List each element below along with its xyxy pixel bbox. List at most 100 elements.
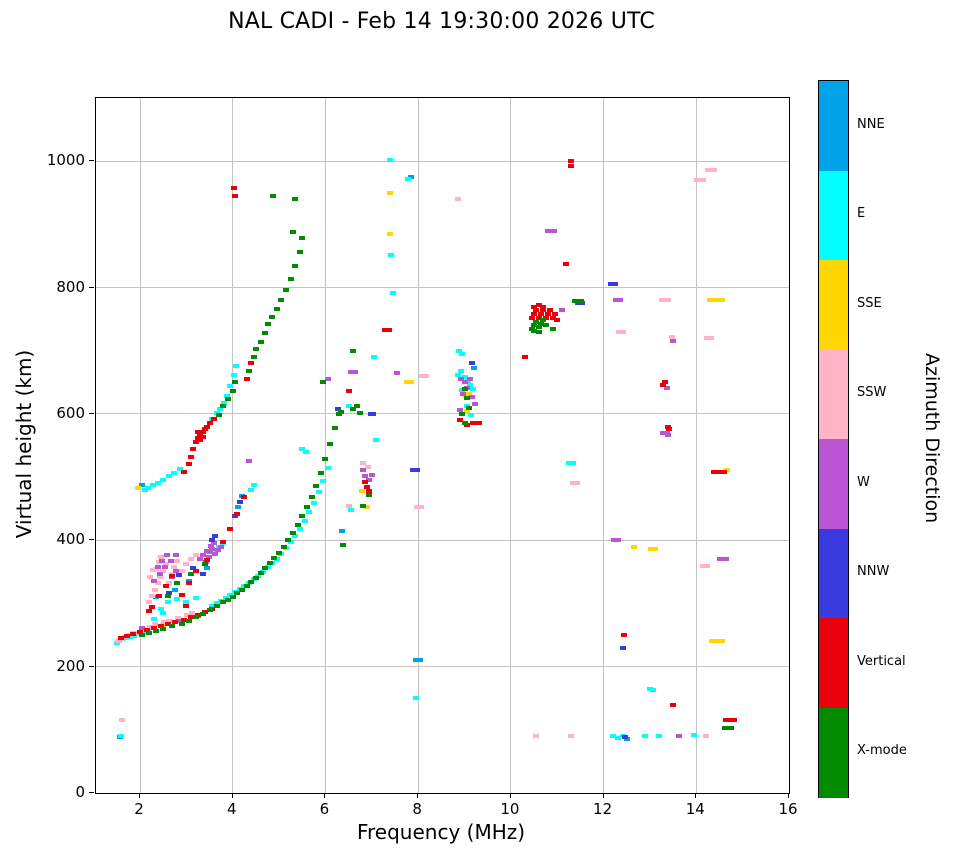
- echo-point: [413, 658, 424, 663]
- echo-point: [188, 572, 195, 577]
- colorbar-label-ssw: SSW: [857, 385, 887, 401]
- echo-point: [163, 552, 170, 557]
- echo-point: [151, 622, 158, 627]
- echo-point: [365, 464, 372, 469]
- echo-point: [313, 483, 320, 488]
- echo-point: [468, 413, 475, 418]
- echo-point: [660, 430, 671, 435]
- chart-title: NAL CADI - Feb 14 19:30:00 2026 UTC: [228, 9, 655, 34]
- echo-point: [188, 556, 195, 561]
- echo-point: [171, 620, 178, 625]
- echo-point: [227, 384, 234, 389]
- x-tick-label: 12: [593, 800, 613, 818]
- echo-point: [294, 523, 301, 528]
- echo-point: [531, 304, 538, 309]
- echo-point: [521, 355, 528, 360]
- echo-point: [211, 416, 218, 421]
- x-tick-label: 6: [319, 800, 330, 818]
- echo-point: [162, 583, 169, 588]
- echo-point: [292, 533, 299, 538]
- echo-point: [183, 562, 190, 567]
- echo-point: [118, 734, 125, 739]
- echo-point: [620, 645, 627, 650]
- echo-point: [150, 626, 157, 631]
- echo-point: [360, 467, 367, 472]
- echo-point: [241, 495, 248, 500]
- echo-point: [364, 485, 371, 490]
- echo-point: [220, 404, 227, 409]
- echo-point: [233, 363, 240, 368]
- echo-point: [229, 389, 236, 394]
- echo-point: [456, 418, 463, 423]
- echo-point: [704, 336, 715, 341]
- echo-point: [299, 236, 306, 241]
- echo-point: [699, 563, 710, 568]
- echo-point: [533, 308, 540, 313]
- y-tick: [89, 792, 94, 793]
- echo-point: [296, 526, 303, 531]
- echo-point: [155, 593, 162, 598]
- echo-point: [466, 392, 473, 397]
- echo-point: [169, 573, 176, 578]
- echo-point: [535, 329, 542, 334]
- echo-point: [192, 439, 199, 444]
- colorbar-label-w: W: [857, 474, 870, 490]
- echo-point: [164, 600, 171, 605]
- gridline-vertical: [417, 98, 419, 793]
- echo-point: [257, 339, 264, 344]
- echo-point: [255, 573, 262, 578]
- colorbar-label-e: E: [857, 206, 866, 222]
- echo-point: [457, 376, 464, 381]
- echo-point: [175, 615, 182, 620]
- echo-point: [230, 185, 237, 190]
- echo-point: [165, 580, 172, 585]
- echo-point: [160, 568, 167, 573]
- echo-point: [183, 600, 190, 605]
- echo-point: [568, 163, 575, 168]
- echo-point: [181, 617, 188, 622]
- echo-point: [469, 360, 476, 365]
- colorbar-label-nne: NNE: [857, 116, 885, 132]
- echo-point: [174, 597, 181, 602]
- echo-point: [194, 429, 201, 434]
- echo-point: [150, 578, 157, 583]
- echo-point: [164, 593, 171, 598]
- echo-point: [569, 480, 580, 485]
- echo-point: [414, 505, 425, 510]
- echo-point: [338, 528, 345, 533]
- echo-point: [467, 376, 474, 381]
- gridline-vertical: [510, 98, 512, 793]
- colorbar-label-vertical: Vertical: [857, 653, 906, 669]
- echo-point: [535, 324, 542, 329]
- echo-point: [194, 435, 201, 440]
- echo-point: [174, 559, 181, 564]
- echo-point: [248, 487, 255, 492]
- echo-point: [178, 568, 185, 573]
- echo-point: [257, 571, 264, 576]
- echo-point: [403, 380, 414, 385]
- y-tick-label: 1000: [46, 151, 85, 170]
- echo-point: [690, 732, 697, 737]
- echo-point: [173, 553, 180, 558]
- echo-point: [463, 408, 470, 413]
- echo-point: [178, 592, 185, 597]
- colorbar-segment-e: [819, 170, 848, 261]
- echo-point: [353, 404, 360, 409]
- echo-point: [455, 348, 462, 353]
- echo-point: [310, 500, 317, 505]
- echo-point: [165, 591, 172, 596]
- echo-point: [340, 543, 347, 548]
- echo-point: [157, 574, 164, 579]
- echo-point: [157, 624, 164, 629]
- echo-point: [204, 566, 211, 571]
- echo-point: [225, 396, 232, 401]
- echo-point: [252, 347, 259, 352]
- echo-point: [197, 432, 204, 437]
- echo-point: [459, 351, 466, 356]
- echo-point: [568, 734, 575, 739]
- echo-point: [471, 401, 478, 406]
- echo-point: [252, 576, 259, 581]
- echo-point: [531, 328, 538, 333]
- echo-point: [234, 511, 241, 516]
- echo-point: [454, 197, 461, 202]
